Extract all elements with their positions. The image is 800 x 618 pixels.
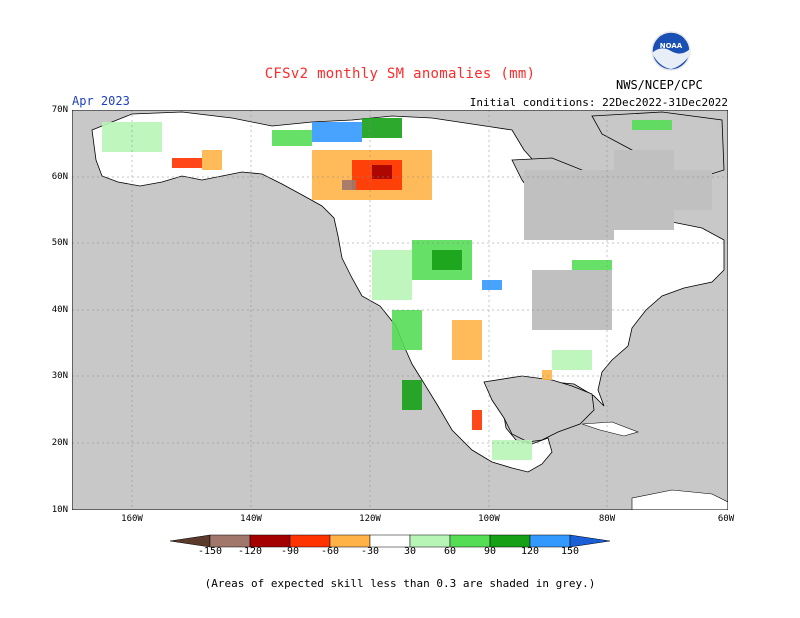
legend-label: 60 — [443, 546, 457, 557]
anomaly-cell — [312, 122, 362, 142]
legend-label: 150 — [560, 546, 580, 557]
noaa-logo: NOAA — [651, 31, 691, 71]
legend-label: -30 — [360, 546, 380, 557]
legend-label: 90 — [483, 546, 497, 557]
legend-label: -150 — [197, 546, 223, 557]
lon-label: 140W — [240, 514, 262, 524]
lat-label: 40N — [51, 304, 68, 315]
anomaly-cell — [342, 180, 356, 190]
legend-label: -90 — [280, 546, 300, 557]
anomaly-cell — [362, 118, 402, 138]
skill-note: (Areas of expected skill less than 0.3 a… — [204, 577, 596, 590]
anomaly-cell — [552, 350, 592, 370]
lat-label: 10N — [51, 504, 68, 515]
south-america-land — [631, 489, 728, 510]
anomaly-cell — [172, 158, 202, 168]
anomaly-cell — [392, 310, 422, 350]
anomaly-cells — [102, 118, 672, 460]
lat-label: 20N — [51, 438, 68, 448]
noaa-logo-text: NOAA — [660, 42, 683, 50]
anomaly-cell — [432, 250, 462, 270]
cuba — [581, 421, 639, 437]
graticule — [72, 110, 728, 510]
lat-label: 60N — [51, 171, 68, 182]
anomaly-map — [72, 110, 728, 510]
legend-label: 120 — [520, 546, 540, 557]
legend-label: -120 — [237, 546, 263, 557]
map-title: CFSv2 monthly SM anomalies (mm) — [264, 66, 536, 82]
anomaly-cell — [402, 380, 422, 410]
legend-label: 30 — [403, 546, 417, 557]
lon-label: 80W — [598, 514, 616, 524]
anomaly-cell — [202, 150, 222, 170]
anomaly-cell — [452, 320, 482, 360]
low-skill-grey — [524, 150, 712, 330]
lon-label: 120W — [359, 514, 381, 524]
anomaly-cell — [272, 130, 312, 146]
legend-label: -60 — [320, 546, 340, 557]
anomaly-cell — [372, 165, 392, 179]
lon-label: 60W — [717, 514, 735, 524]
anomaly-cell — [472, 410, 482, 430]
gulf-of-mexico — [483, 375, 595, 443]
anomaly-cell — [632, 120, 672, 130]
lat-label: 50N — [51, 238, 68, 249]
anomaly-cell — [482, 280, 502, 290]
valid-month: Apr 2023 — [72, 94, 130, 108]
lon-label: 100W — [478, 514, 500, 524]
anomaly-cell — [492, 440, 532, 460]
color-legend — [170, 534, 611, 548]
lat-label: 30N — [51, 371, 68, 382]
initial-conditions: Initial conditions: 22Dec2022-31Dec2022 — [469, 96, 728, 109]
anomaly-cell — [542, 370, 552, 380]
lon-label: 160W — [121, 514, 143, 524]
lat-label: 70N — [51, 105, 68, 115]
agency-label: NWS/NCEP/CPC — [616, 78, 703, 92]
legend-swatch — [569, 534, 611, 548]
anomaly-cell — [372, 250, 412, 300]
